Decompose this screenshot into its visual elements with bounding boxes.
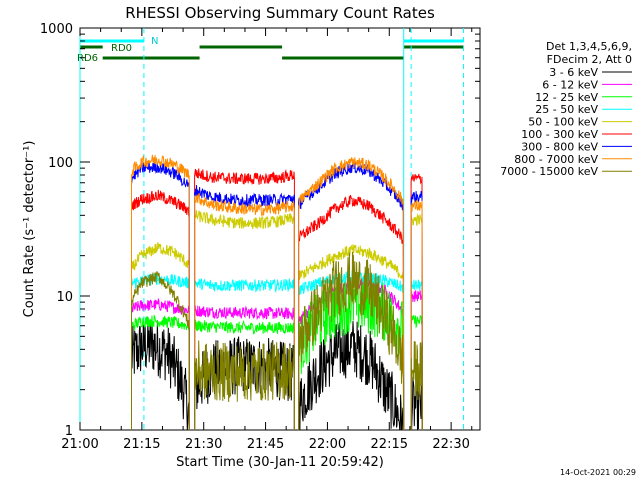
legend-label-7: 800 - 7000 keV [514, 153, 598, 166]
legend-label-4: 50 - 100 keV [528, 116, 598, 129]
legend-label-3: 25 - 50 keV [535, 103, 598, 116]
series-segment-8-2 [298, 251, 405, 431]
legend-label-8: 7000 - 15000 keV [500, 165, 598, 178]
legend-label-1: 6 - 12 keV [542, 78, 598, 91]
series-800-7000-kev [131, 154, 423, 431]
y-axis-label: Count Rate (s⁻¹ detector⁻¹) [22, 141, 37, 318]
y-tick-label-1: 10 [56, 290, 73, 305]
series-segment-4-3 [410, 213, 423, 431]
series-segment-3-1 [194, 277, 295, 430]
status-label-rd0: RD0 [111, 43, 132, 54]
series-segment-1-3 [410, 290, 423, 431]
series-segment-8-1 [194, 340, 295, 430]
x-tick-label-1: 21:15 [123, 437, 160, 452]
y-tick-label-2: 100 [48, 156, 73, 171]
series-segment-0-2 [298, 320, 405, 431]
legend-label-5: 100 - 300 keV [521, 128, 598, 141]
legend: Det 1,3,4,5,6,9, FDecim 2, Att 0 3 - 6 k… [500, 40, 632, 178]
y-axis: 1 10 100 1000 [40, 22, 480, 439]
series-segment-5-2 [298, 194, 405, 431]
series-segment-1-1 [194, 305, 295, 430]
series-segment-6-1 [194, 185, 295, 430]
legend-header-1: Det 1,3,4,5,6,9, [546, 40, 632, 53]
x-axis-label: Start Time (30-Jan-11 20:59:42) [176, 455, 384, 470]
series-segment-4-1 [194, 210, 295, 430]
series-segment-7-2 [298, 157, 405, 431]
x-tick-label-3: 21:45 [247, 437, 284, 452]
x-tick-label-4: 22:00 [309, 437, 346, 452]
x-tick-label-0: 21:00 [61, 437, 98, 452]
series-segment-7-1 [194, 193, 295, 430]
series-segment-1-0 [131, 297, 190, 431]
legend-label-0: 3 - 6 keV [549, 66, 598, 79]
series-segment-7-3 [410, 200, 423, 431]
series-7000-15000-kev [131, 251, 423, 431]
series-segment-5-1 [194, 168, 295, 430]
series-segment-3-3 [410, 278, 423, 431]
series-segment-2-0 [131, 314, 190, 431]
y-tick-label-0: 1 [65, 424, 73, 439]
series-segment-8-0 [131, 271, 190, 431]
series-segment-8-3 [410, 341, 423, 431]
series-segment-5-3 [410, 173, 423, 431]
series-50-100-kev [131, 210, 423, 431]
status-label-n: N [151, 36, 158, 47]
series-segment-4-2 [298, 244, 405, 431]
x-tick-label-6: 22:30 [432, 437, 469, 452]
series-100-300-kev [131, 168, 423, 431]
y-tick-label-3: 1000 [40, 22, 73, 37]
timestamp: 14-Oct-2021 00:29 [560, 468, 636, 477]
legend-label-6: 300 - 800 keV [521, 140, 598, 153]
series-segment-4-0 [131, 242, 190, 431]
series-segment-0-0 [131, 317, 190, 431]
x-axis: 21:00 21:15 21:30 21:45 22:00 22:15 22:30 [61, 28, 473, 452]
series-lines [131, 154, 423, 431]
status-bars: N RD0 RD6 [77, 36, 464, 64]
series-segment-2-1 [194, 319, 295, 430]
legend-label-2: 12 - 25 keV [535, 91, 598, 104]
series-segment-5-0 [131, 189, 190, 431]
x-tick-label-5: 22:15 [371, 437, 408, 452]
series-segment-2-3 [410, 314, 423, 431]
status-label-rd6: RD6 [77, 53, 98, 64]
legend-header-2: FDecim 2, Att 0 [547, 53, 632, 66]
chart-title: RHESSI Observing Summary Count Rates [125, 4, 435, 22]
series-segment-7-0 [131, 154, 190, 431]
x-tick-label-2: 21:30 [185, 437, 222, 452]
